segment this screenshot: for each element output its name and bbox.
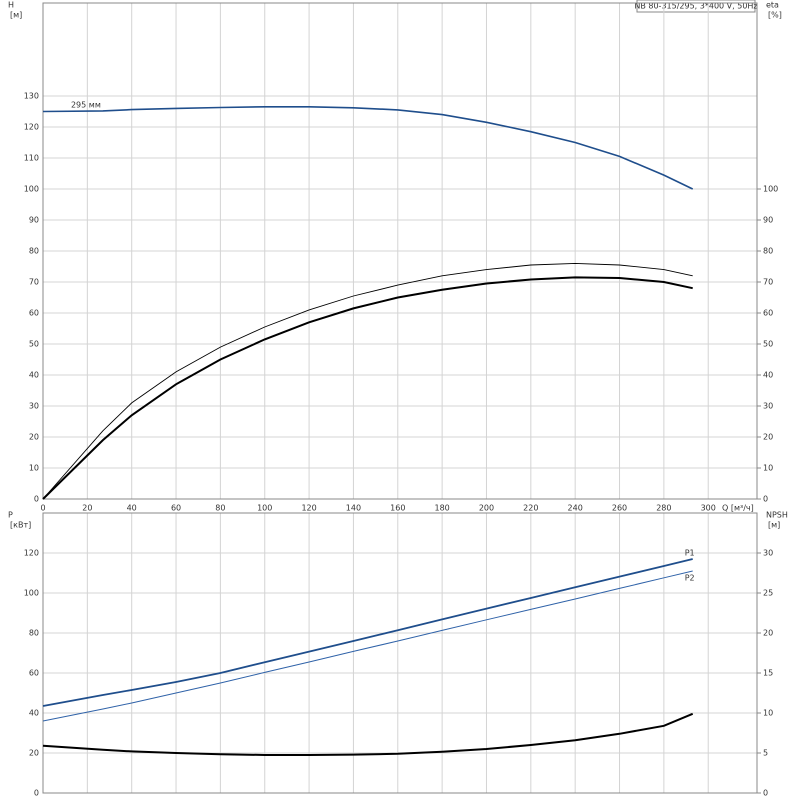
series-line bbox=[42, 106, 694, 190]
y-tick-label: 40 bbox=[29, 371, 39, 380]
x-axis-label: Q [м³/ч] bbox=[722, 504, 754, 513]
x-tick-label: 100 bbox=[257, 504, 272, 513]
y-tick-label: 50 bbox=[29, 340, 39, 349]
y-tick-label: 80 bbox=[29, 629, 39, 638]
y2-axis-label: eta bbox=[766, 1, 779, 10]
curve-label: 295 мм bbox=[71, 100, 101, 109]
y2-tick-label: 90 bbox=[763, 216, 773, 225]
y-axis-unit: [кВт] bbox=[10, 521, 31, 530]
x-tick-label: 260 bbox=[612, 504, 627, 513]
y-tick-label: 100 bbox=[24, 185, 39, 194]
y2-tick-label: 100 bbox=[763, 185, 778, 194]
y-tick-label: 90 bbox=[29, 216, 39, 225]
y-tick-label: 30 bbox=[29, 402, 39, 411]
y-tick-label: 100 bbox=[24, 589, 39, 598]
x-tick-label: 80 bbox=[215, 504, 225, 513]
x-tick-label: 240 bbox=[568, 504, 583, 513]
series-line bbox=[42, 262, 693, 500]
y2-tick-label: 30 bbox=[763, 549, 773, 558]
y-tick-label: 10 bbox=[29, 464, 39, 473]
y2-tick-label: 0 bbox=[763, 495, 768, 504]
y2-tick-label: 10 bbox=[763, 709, 773, 718]
x-tick-label: 220 bbox=[523, 504, 538, 513]
x-tick-label: 140 bbox=[346, 504, 361, 513]
y-tick-label: 40 bbox=[29, 709, 39, 718]
y-axis-unit: [м] bbox=[10, 11, 22, 20]
y2-tick-label: 20 bbox=[763, 629, 773, 638]
x-tick-label: 200 bbox=[479, 504, 494, 513]
x-tick-label: 180 bbox=[434, 504, 449, 513]
y2-tick-label: 15 bbox=[763, 669, 773, 678]
y-tick-label: 130 bbox=[24, 92, 39, 101]
y2-tick-label: 30 bbox=[763, 402, 773, 411]
y2-tick-label: 40 bbox=[763, 371, 773, 380]
y-tick-label: 0 bbox=[34, 495, 39, 504]
y-tick-label: 20 bbox=[29, 749, 39, 758]
curve-label: P1 bbox=[685, 549, 695, 558]
series-line bbox=[42, 276, 693, 500]
y2-tick-label: 0 bbox=[763, 789, 768, 798]
y2-axis-unit: [%] bbox=[768, 11, 782, 20]
x-tick-label: 120 bbox=[301, 504, 316, 513]
x-tick-label: 0 bbox=[40, 504, 45, 513]
y-axis-label: P bbox=[8, 511, 13, 520]
y-tick-label: 0 bbox=[34, 789, 39, 798]
x-tick-label: 280 bbox=[656, 504, 671, 513]
y-tick-label: 120 bbox=[24, 123, 39, 132]
y2-tick-label: 25 bbox=[763, 589, 773, 598]
y2-tick-label: 80 bbox=[763, 247, 773, 256]
y-tick-label: 20 bbox=[29, 433, 39, 442]
x-tick-label: 40 bbox=[127, 504, 137, 513]
y-tick-label: 60 bbox=[29, 309, 39, 318]
y-tick-label: 60 bbox=[29, 669, 39, 678]
y2-tick-label: 60 bbox=[763, 309, 773, 318]
plot-frame bbox=[42, 512, 758, 794]
x-tick-label: 300 bbox=[701, 504, 716, 513]
y2-tick-label: 20 bbox=[763, 433, 773, 442]
series-line bbox=[42, 570, 693, 722]
series-line bbox=[42, 558, 693, 707]
series-line bbox=[42, 712, 694, 756]
y-tick-label: 80 bbox=[29, 247, 39, 256]
x-tick-label: 20 bbox=[82, 504, 92, 513]
y-tick-label: 70 bbox=[29, 278, 39, 287]
y2-tick-label: 70 bbox=[763, 278, 773, 287]
x-tick-label: 160 bbox=[390, 504, 405, 513]
curve-label: P2 bbox=[685, 574, 695, 583]
y2-tick-label: 50 bbox=[763, 340, 773, 349]
y2-axis-unit: [м] bbox=[768, 521, 780, 530]
y2-tick-label: 5 bbox=[763, 749, 768, 758]
chart-title: NB 80-315/295, 3*400 V, 50Hz bbox=[634, 2, 757, 11]
y-axis-label: H bbox=[8, 1, 14, 10]
y-tick-label: 120 bbox=[24, 549, 39, 558]
y2-axis-label: NPSH bbox=[766, 511, 788, 520]
x-tick-label: 60 bbox=[171, 504, 181, 513]
y2-tick-label: 10 bbox=[763, 464, 773, 473]
y-tick-label: 110 bbox=[24, 154, 39, 163]
